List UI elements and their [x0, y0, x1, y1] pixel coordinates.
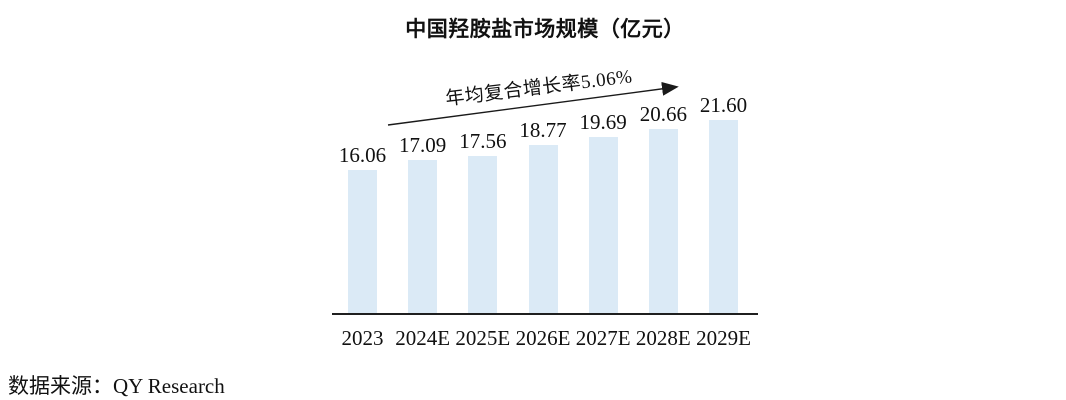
x-tick-2025E: 2025E [455, 326, 511, 350]
x-tick-2029E: 2029E [696, 326, 751, 350]
bar-2028E [648, 129, 678, 313]
bar-2027E [588, 137, 618, 313]
x-tick-2026E: 2026E [515, 326, 571, 350]
x-tick-2027E: 2027E [575, 326, 631, 350]
bar-2025E [468, 156, 498, 313]
bar-2026E [528, 145, 558, 313]
x-tick-2023: 2023 [341, 326, 384, 350]
plot-area: 16.06 17.09 17.56 18.77 19.69 20.66 21.60 [332, 60, 758, 315]
bar-2023 [348, 170, 377, 313]
x-tick-2028E: 2028E [635, 326, 691, 350]
bar-value-label: 20.66 [639, 102, 687, 126]
bar-2024E [408, 160, 438, 313]
x-tick-2024E: 2024E [395, 326, 451, 350]
bar-value-label: 21.60 [699, 93, 748, 117]
x-axis-line [332, 313, 758, 315]
source-note: 数据来源：QY Research [8, 374, 225, 398]
bar-2029E [709, 120, 739, 313]
chart-title: 中国羟胺盐市场规模（亿元） [405, 17, 685, 41]
bar-value-label: 16.06 [338, 143, 387, 167]
bar-value-label: 19.69 [579, 110, 627, 134]
bar-value-label: 18.77 [519, 118, 567, 142]
bar-value-label: 17.56 [459, 129, 507, 153]
bar-value-label: 17.09 [399, 133, 447, 157]
